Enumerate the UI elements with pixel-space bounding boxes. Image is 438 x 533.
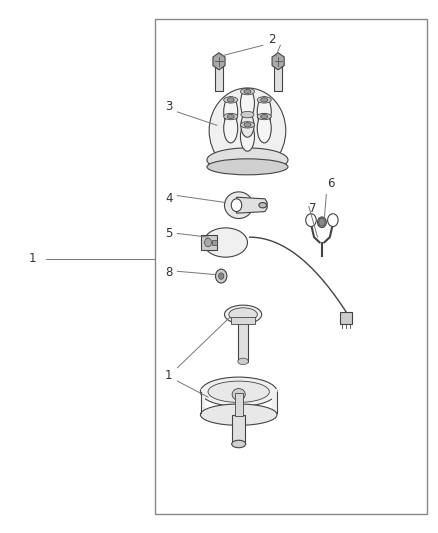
Ellipse shape <box>209 88 286 173</box>
Ellipse shape <box>240 88 254 118</box>
Ellipse shape <box>207 159 288 175</box>
Bar <box>232 415 245 444</box>
Ellipse shape <box>229 308 258 321</box>
Ellipse shape <box>257 96 271 103</box>
Text: 1: 1 <box>165 369 173 382</box>
Circle shape <box>205 238 212 247</box>
Ellipse shape <box>240 88 254 95</box>
Circle shape <box>318 217 326 228</box>
Bar <box>274 61 282 91</box>
Polygon shape <box>237 197 267 213</box>
Ellipse shape <box>204 228 247 257</box>
Ellipse shape <box>224 114 238 120</box>
Text: 5: 5 <box>165 227 172 240</box>
Bar <box>201 235 217 250</box>
Circle shape <box>328 214 338 227</box>
Ellipse shape <box>227 115 234 119</box>
Text: 7: 7 <box>309 203 317 215</box>
Text: 4: 4 <box>165 192 173 205</box>
Ellipse shape <box>259 203 267 208</box>
Ellipse shape <box>244 123 251 127</box>
Ellipse shape <box>241 114 254 137</box>
Circle shape <box>231 199 242 212</box>
Ellipse shape <box>257 97 271 126</box>
Ellipse shape <box>200 377 277 406</box>
Polygon shape <box>213 53 225 70</box>
Ellipse shape <box>232 440 246 448</box>
Bar <box>212 240 217 245</box>
Bar <box>215 61 223 91</box>
Text: 8: 8 <box>165 266 172 279</box>
Text: 2: 2 <box>268 34 276 46</box>
Ellipse shape <box>200 404 277 425</box>
Polygon shape <box>318 219 325 226</box>
Circle shape <box>219 273 224 279</box>
Ellipse shape <box>257 114 271 120</box>
Ellipse shape <box>240 122 254 151</box>
Bar <box>155 19 427 514</box>
Bar <box>238 317 248 362</box>
Bar <box>340 312 352 324</box>
Ellipse shape <box>261 98 268 102</box>
Ellipse shape <box>224 114 238 143</box>
Ellipse shape <box>244 90 251 94</box>
Text: 6: 6 <box>327 177 335 190</box>
Ellipse shape <box>232 389 245 400</box>
Ellipse shape <box>224 97 238 126</box>
Bar <box>235 393 243 416</box>
Bar <box>272 389 277 416</box>
Ellipse shape <box>225 305 262 324</box>
Circle shape <box>306 214 316 227</box>
Polygon shape <box>272 53 284 70</box>
Bar <box>201 389 205 416</box>
Ellipse shape <box>224 192 253 219</box>
Ellipse shape <box>241 111 254 118</box>
Ellipse shape <box>240 122 254 128</box>
Ellipse shape <box>227 98 234 102</box>
Text: 3: 3 <box>165 100 172 113</box>
Ellipse shape <box>257 114 271 143</box>
Ellipse shape <box>208 381 269 402</box>
Ellipse shape <box>207 148 288 172</box>
Circle shape <box>215 269 227 283</box>
Ellipse shape <box>224 96 238 103</box>
Ellipse shape <box>261 115 268 119</box>
Text: 1: 1 <box>29 252 37 265</box>
Bar <box>231 317 255 324</box>
Ellipse shape <box>238 358 248 365</box>
